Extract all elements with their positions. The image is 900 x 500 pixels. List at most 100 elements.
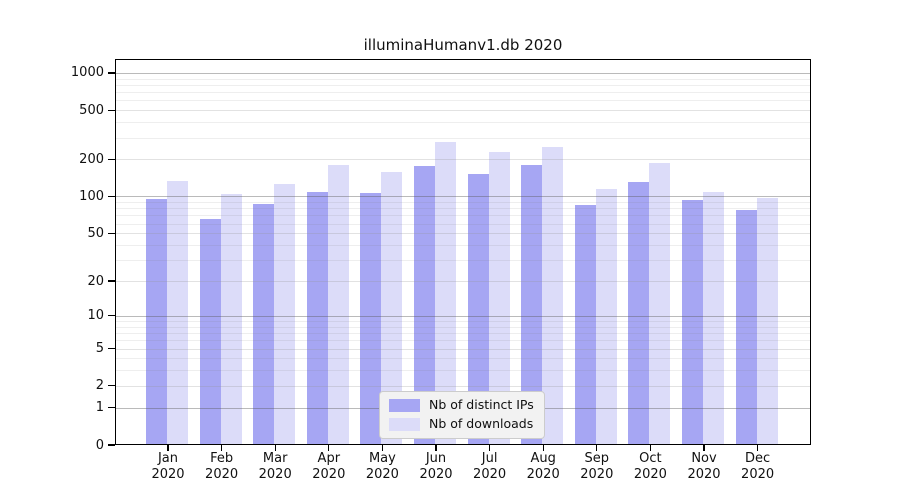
bar-ips-oct <box>628 182 650 445</box>
gridline-7 <box>115 333 811 335</box>
x-axis-tick <box>703 445 705 451</box>
gridline-40 <box>115 245 811 246</box>
bar-ips-sep <box>574 204 596 445</box>
y-tick-label: 50 <box>87 225 104 241</box>
bar-ips-jun <box>414 166 435 445</box>
y-axis-tick <box>108 232 115 234</box>
gridline-400 <box>115 122 811 124</box>
x-axis-tick <box>649 445 651 451</box>
gridline-800 <box>115 84 811 86</box>
x-axis-tick <box>328 445 330 451</box>
bar-downloads-feb <box>220 193 242 445</box>
gridline-50 <box>115 233 811 235</box>
x-tick-label: Aug 2020 <box>526 451 560 482</box>
x-axis-tick <box>489 445 491 451</box>
gridline-1000 <box>115 72 811 74</box>
x-tick-label: Apr 2020 <box>312 451 346 482</box>
gridline-9 <box>115 321 811 322</box>
legend-swatch <box>389 417 420 431</box>
gridline-2 <box>115 385 811 387</box>
gridline-30 <box>115 260 811 262</box>
bar-ips-feb <box>199 218 221 445</box>
gridline-20 <box>115 281 811 283</box>
plot-area <box>115 59 811 445</box>
y-axis-tick <box>108 72 115 74</box>
bar-downloads-nov <box>703 192 724 445</box>
bar-ips-jan <box>146 199 167 445</box>
x-axis-tick <box>274 445 276 451</box>
y-tick-label: 0 <box>95 437 104 453</box>
gridline-60 <box>115 223 811 225</box>
gridline-700 <box>115 92 811 94</box>
x-tick-label: Jul 2020 <box>473 451 507 482</box>
bar-downloads-jul <box>488 151 510 445</box>
bar-ips-jul <box>467 174 489 445</box>
y-axis-tick <box>108 444 115 446</box>
legend: Nb of distinct IPs Nb of downloads <box>379 391 545 439</box>
gridline-600 <box>115 100 811 102</box>
gridline-100 <box>115 196 811 198</box>
gridline-300 <box>115 137 811 139</box>
y-axis-tick <box>108 195 115 198</box>
y-axis-tick <box>108 315 115 317</box>
chart-title: illuminaHumanv1.db 2020 <box>363 36 563 54</box>
x-axis-tick <box>167 445 169 451</box>
x-tick-label: Sep 2020 <box>580 451 614 482</box>
y-tick-label: 200 <box>79 151 104 167</box>
bar-downloads-sep <box>595 188 617 445</box>
gridline-900 <box>115 78 811 80</box>
y-axis-tick <box>108 280 115 282</box>
legend-swatch <box>389 398 420 412</box>
x-axis-tick <box>221 445 223 451</box>
gridline-4 <box>115 358 811 360</box>
bar-downloads-oct <box>649 163 671 445</box>
bar-downloads-aug <box>542 147 564 445</box>
bar-downloads-jan <box>167 181 188 445</box>
gridline-8 <box>115 326 811 328</box>
x-tick-label: Dec 2020 <box>741 451 775 482</box>
bar-downloads-mar <box>274 183 296 445</box>
gridline-70 <box>115 215 811 217</box>
y-tick-label: 1000 <box>70 65 104 81</box>
bar-downloads-dec <box>756 197 778 445</box>
x-axis-tick <box>381 445 383 451</box>
x-tick-label: Feb 2020 <box>205 451 239 482</box>
bar-ips-apr <box>306 192 328 445</box>
gridline-3 <box>115 370 811 372</box>
legend-item: Nb of downloads <box>389 416 534 432</box>
legend-item: Nb of distinct IPs <box>389 397 534 413</box>
y-tick-label: 1 <box>95 400 104 416</box>
bar-downloads-may <box>381 172 403 445</box>
legend-label: Nb of distinct IPs <box>429 397 534 412</box>
gridline-10 <box>115 315 811 317</box>
x-tick-label: Oct 2020 <box>633 451 667 482</box>
bar-downloads-apr <box>327 165 349 445</box>
bar-ips-aug <box>521 165 543 445</box>
y-tick-label: 500 <box>79 102 104 118</box>
y-axis-tick <box>108 385 115 387</box>
y-axis-tick <box>108 109 115 111</box>
bar-downloads-jun <box>435 141 456 445</box>
y-tick-label: 2 <box>95 378 104 394</box>
bar-ips-may <box>360 193 382 445</box>
bar-ips-dec <box>735 210 757 445</box>
x-tick-label: Nov 2020 <box>687 451 721 482</box>
gridline-6 <box>115 340 811 342</box>
bar-ips-mar <box>253 203 275 445</box>
y-tick-label: 100 <box>79 188 104 204</box>
legend-label: Nb of downloads <box>429 416 534 431</box>
x-axis-tick <box>596 445 598 451</box>
x-tick-label: Jun 2020 <box>419 451 453 482</box>
x-tick-label: Jan 2020 <box>151 451 185 482</box>
y-axis-tick <box>108 347 115 350</box>
x-axis-tick <box>757 445 759 451</box>
x-tick-label: May 2020 <box>365 451 399 482</box>
gridline-90 <box>115 202 811 204</box>
y-axis-tick <box>108 158 115 160</box>
y-tick-label: 20 <box>87 273 104 289</box>
gridline-500 <box>115 110 811 112</box>
y-axis-tick <box>108 407 115 409</box>
bar-ips-nov <box>682 199 703 445</box>
gridline-5 <box>115 348 811 350</box>
